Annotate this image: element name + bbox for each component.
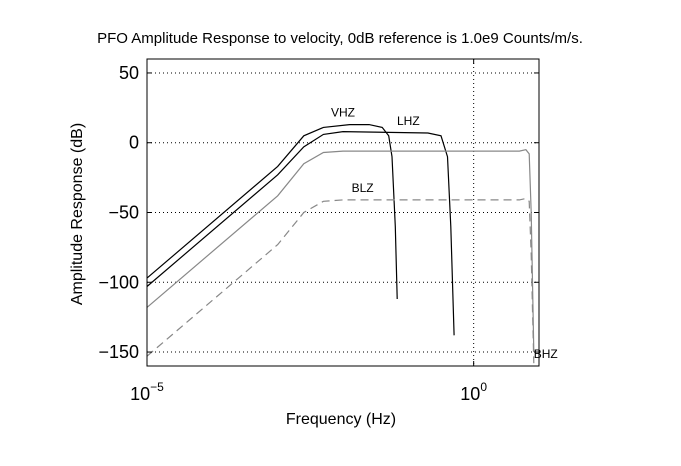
y-tick-label: 0 bbox=[129, 133, 139, 153]
x-axis-label: Frequency (Hz) bbox=[286, 411, 396, 428]
x-tick-label: 10−5 bbox=[130, 380, 164, 404]
series-label-vhz: VHZ bbox=[331, 106, 355, 120]
series-labels: VHZ LHZ BHZ BLZ bbox=[331, 106, 558, 361]
series-line-bhz bbox=[146, 149, 535, 353]
series-line-lhz bbox=[146, 130, 455, 336]
series-label-blz: BLZ bbox=[352, 181, 374, 195]
y-tick-label: 50 bbox=[119, 63, 139, 83]
x-tick-label: 100 bbox=[460, 380, 487, 404]
chart-title: PFO Amplitude Response to velocity, 0dB … bbox=[97, 30, 583, 47]
series-line-blz bbox=[146, 197, 535, 364]
series-line-vhz bbox=[146, 123, 398, 300]
y-tick-label: −50 bbox=[108, 203, 139, 223]
grid-lines bbox=[147, 59, 539, 366]
y-axis-label: Amplitude Response (dB) bbox=[69, 123, 86, 305]
series-label-lhz: LHZ bbox=[397, 114, 420, 128]
y-tick-label: −100 bbox=[98, 272, 139, 292]
series-label-bhz: BHZ bbox=[534, 347, 558, 361]
tick-marks bbox=[146, 59, 539, 366]
y-tick-label: −150 bbox=[98, 342, 139, 362]
series-lines bbox=[146, 123, 535, 364]
